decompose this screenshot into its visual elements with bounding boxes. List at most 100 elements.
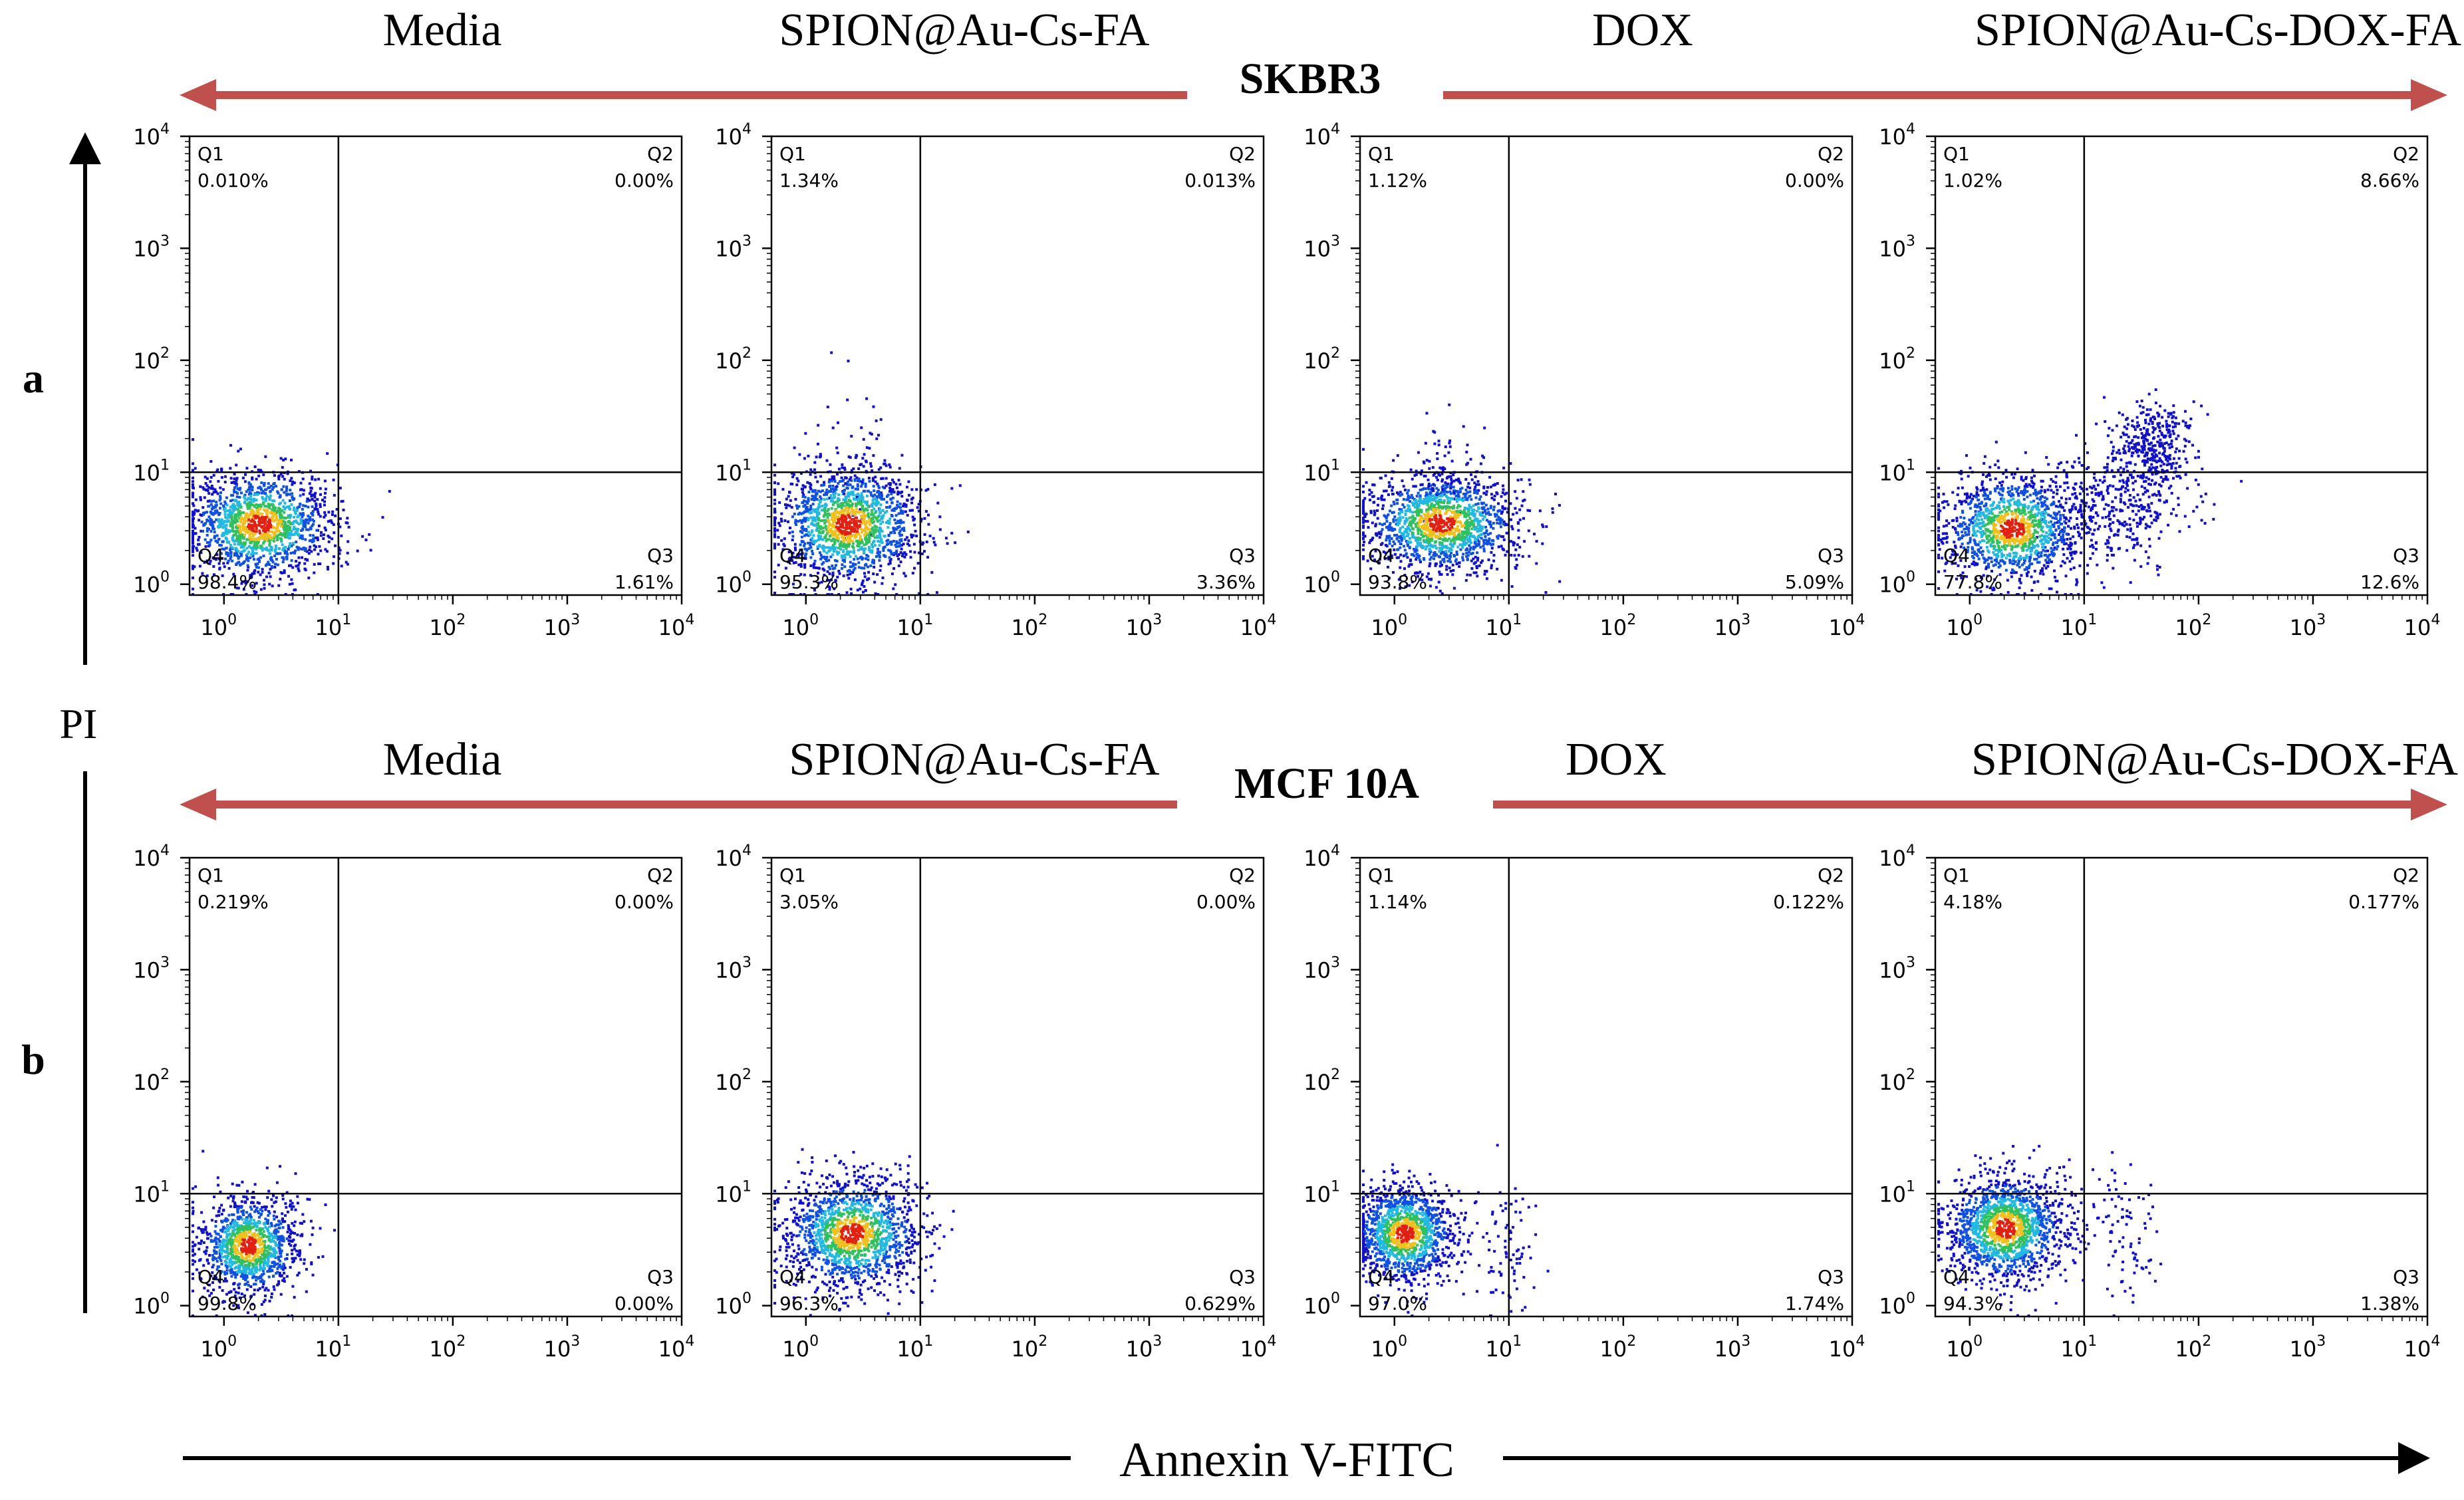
event-dot [1435,586,1438,589]
event-dot [299,481,303,485]
event-dot [1457,504,1460,507]
event-dot [1419,561,1422,564]
event-dot [251,532,254,535]
event-dot [1419,494,1422,497]
event-dot [290,458,293,461]
event-dot [1468,505,1471,508]
event-dot [282,557,285,561]
event-dot [211,513,215,516]
event-dot [1481,525,1484,529]
event-dot [865,520,869,523]
event-dot [831,574,835,577]
event-dot [829,555,833,559]
event-dot [815,507,819,511]
event-dot [861,531,864,534]
event-dot [802,493,805,497]
event-dot [257,491,261,495]
event-dot [235,539,239,543]
event-dot [890,492,893,495]
event-dot [271,508,274,511]
event-dot [257,557,261,561]
event-dot [1379,533,1383,536]
event-dot [1449,506,1452,509]
event-dot [1475,566,1478,569]
event-dot [259,505,262,509]
event-dot [1441,551,1444,554]
event-dot [1497,545,1500,549]
event-dot [207,492,211,495]
event-dot [1504,499,1507,503]
event-dot [863,566,866,570]
event-dot [1410,494,1413,497]
event-dot [829,523,831,527]
event-dot [889,549,892,553]
event-dot [867,515,870,518]
event-dot [249,553,253,557]
event-dot [1502,466,1506,469]
event-dot [1445,510,1448,513]
event-dot [1362,503,1365,507]
event-dot [1415,473,1418,476]
event-dot [828,546,831,549]
event-dot [887,482,890,485]
event-dot [854,456,857,459]
event-dot [1399,543,1403,545]
event-dot [264,518,267,521]
event-dot [873,515,876,519]
event-dot [897,564,900,567]
event-dot [1486,486,1489,489]
event-dot [917,551,920,555]
event-dot [333,531,336,535]
event-dot [803,566,807,569]
event-dot [1523,540,1526,543]
event-dot [1437,535,1440,539]
event-dot [1484,512,1488,515]
event-dot [267,571,271,574]
event-dot [1442,557,1446,561]
event-dot [839,542,843,545]
event-dot [231,521,234,525]
event-dot [278,495,281,499]
event-dot [815,540,817,543]
event-dot [227,520,230,523]
event-dot [1471,511,1474,515]
event-dot [1427,513,1431,517]
event-dot [2200,404,2203,408]
event-dot [212,506,215,509]
event-dot [1494,515,1497,518]
event-dot [1482,549,1486,553]
y-tick-label: 103 [715,233,752,261]
event-dot [241,580,244,583]
event-dot [846,543,849,547]
event-dot [2047,463,2050,466]
event-dot [857,566,861,569]
event-dot [818,505,821,509]
event-dot [1440,485,1444,489]
event-dot [894,583,897,586]
event-dot [847,455,851,458]
event-dot [811,521,814,525]
event-dot [302,521,305,525]
event-dot [791,535,795,538]
event-dot [1450,539,1453,543]
event-dot [855,539,858,543]
event-dot [246,531,249,535]
event-dot [819,557,823,561]
event-dot [1362,518,1365,521]
event-dot [828,478,831,481]
event-dot [309,469,312,473]
event-dot [228,511,231,513]
event-dot [841,559,845,562]
event-dot [1448,537,1451,541]
event-dot [1414,523,1417,526]
event-dot [863,453,866,456]
event-dot [850,592,853,595]
event-dot [1392,518,1395,521]
event-dot [830,547,833,551]
event-dot [277,533,281,537]
event-dot [814,493,817,497]
event-dot [314,478,317,481]
event-dot [214,558,217,561]
event-dot [1452,568,1455,572]
event-dot [263,484,266,487]
